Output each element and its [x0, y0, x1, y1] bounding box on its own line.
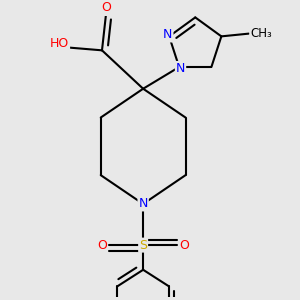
Text: O: O	[101, 1, 111, 14]
Text: O: O	[179, 238, 189, 252]
Text: N: N	[176, 62, 185, 75]
Text: O: O	[97, 238, 107, 252]
Text: N: N	[163, 28, 172, 41]
Text: S: S	[139, 238, 147, 252]
Text: CH₃: CH₃	[250, 27, 272, 40]
Text: N: N	[139, 197, 148, 211]
Text: HO: HO	[50, 37, 69, 50]
